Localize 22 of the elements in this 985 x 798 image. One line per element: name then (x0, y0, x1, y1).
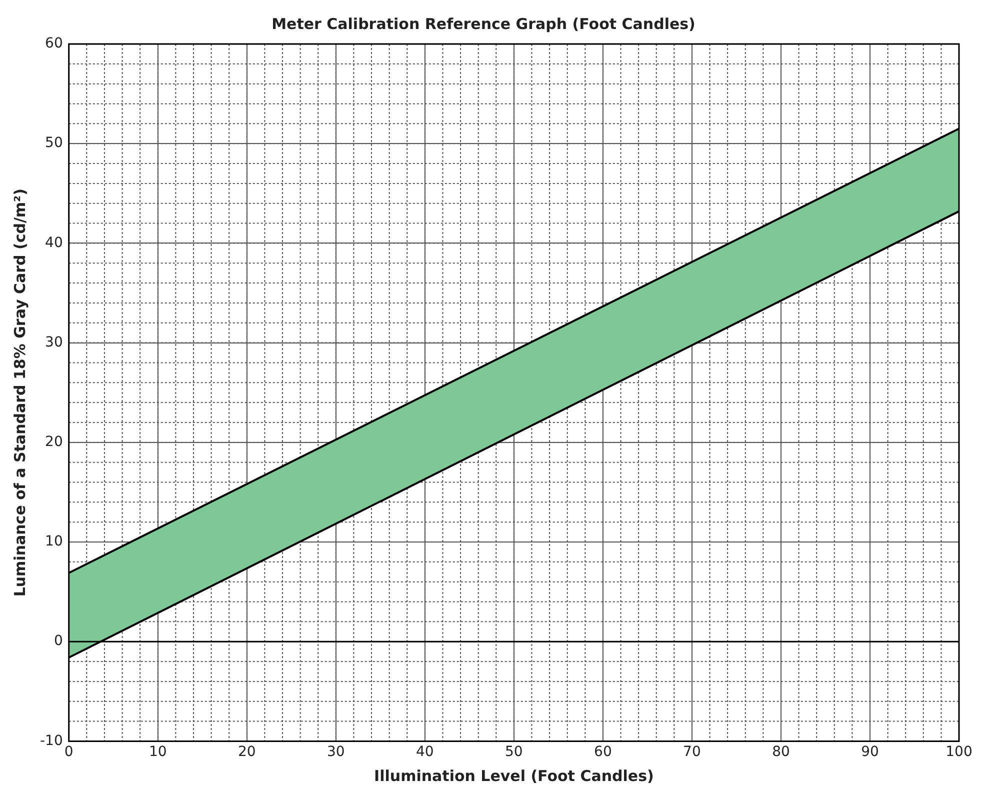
x-tick-label: 0 (64, 744, 74, 760)
x-tick-label: 30 (326, 744, 345, 760)
x-tick-label: 100 (946, 744, 972, 760)
y-tick-label: 60 (45, 36, 63, 52)
y-tick-label: 20 (45, 434, 63, 450)
x-tick-label: 20 (238, 744, 256, 760)
x-tick-label: 40 (416, 744, 434, 760)
x-tick-label: 70 (683, 744, 701, 760)
y-tick-label: 10 (45, 534, 63, 550)
x-tick-label: 90 (861, 744, 879, 760)
y-tick-label: 40 (45, 234, 63, 251)
x-tick-label: 50 (505, 744, 523, 760)
y-tick-label: 0 (54, 633, 63, 650)
y-tick-label: 50 (45, 135, 63, 152)
y-tick-label: 30 (45, 334, 63, 350)
x-tick-label: 10 (148, 744, 167, 760)
y-axis-title: Luminance of a Standard 18% Gray Card (cd/m²) (10, 188, 29, 597)
y-tick-label: -10 (40, 732, 63, 749)
chart-title: Meter Calibration Reference Graph (Foot Candles) (272, 14, 696, 33)
x-axis-title: Illumination Level (Foot Candles) (374, 766, 654, 785)
x-tick-label: 80 (772, 744, 790, 760)
x-tick-label: 60 (594, 744, 612, 760)
